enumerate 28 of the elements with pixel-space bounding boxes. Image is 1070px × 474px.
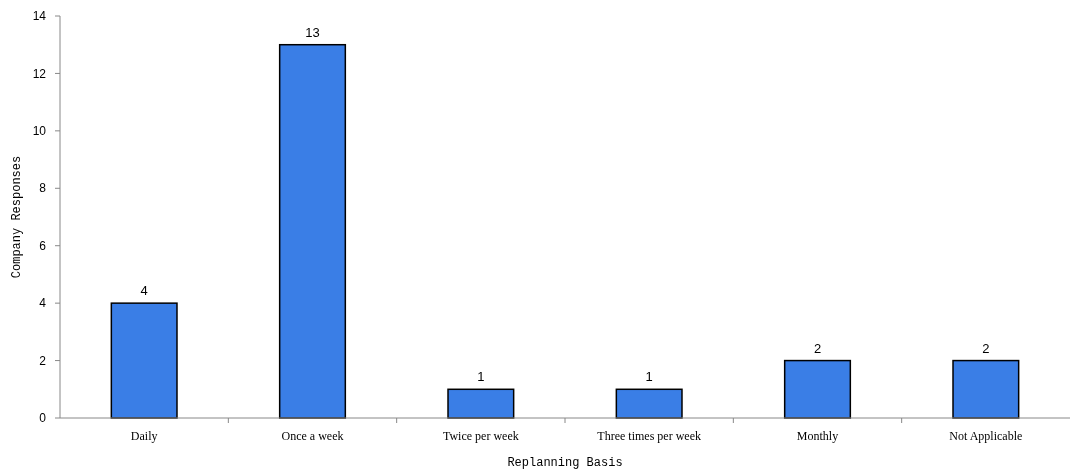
x-tick-label: Daily — [130, 429, 158, 443]
data-label: 4 — [140, 283, 148, 299]
data-label: 1 — [477, 369, 485, 385]
bar — [952, 359, 1020, 419]
bar — [447, 388, 515, 419]
bar — [783, 359, 852, 419]
data-label: 1 — [645, 369, 653, 385]
y-tick-label: 6 — [39, 238, 47, 253]
bar — [110, 302, 178, 419]
bar — [278, 43, 347, 419]
x-tick-label: Once a week — [281, 429, 344, 443]
y-tick-label: 8 — [39, 181, 47, 196]
data-label: 2 — [982, 340, 990, 356]
bar — [615, 388, 683, 419]
y-axis-title: Company Responses — [10, 155, 24, 279]
data-label: 13 — [305, 24, 320, 40]
x-tick-label: Monthly — [796, 429, 839, 443]
y-tick-label: 14 — [32, 9, 47, 24]
x-axis-title: Replanning Basis — [507, 456, 623, 470]
y-tick-label: 10 — [32, 124, 47, 139]
x-tick-label: Twice per week — [442, 429, 519, 443]
x-tick-label: Not Applicable — [949, 429, 1023, 443]
y-tick-label: 2 — [39, 353, 47, 368]
y-tick-label: 0 — [39, 411, 47, 426]
data-label: 2 — [813, 340, 822, 356]
y-tick-label: 4 — [39, 296, 47, 311]
y-tick-label: 12 — [32, 66, 47, 81]
x-tick-label: Three times per week — [597, 429, 701, 443]
